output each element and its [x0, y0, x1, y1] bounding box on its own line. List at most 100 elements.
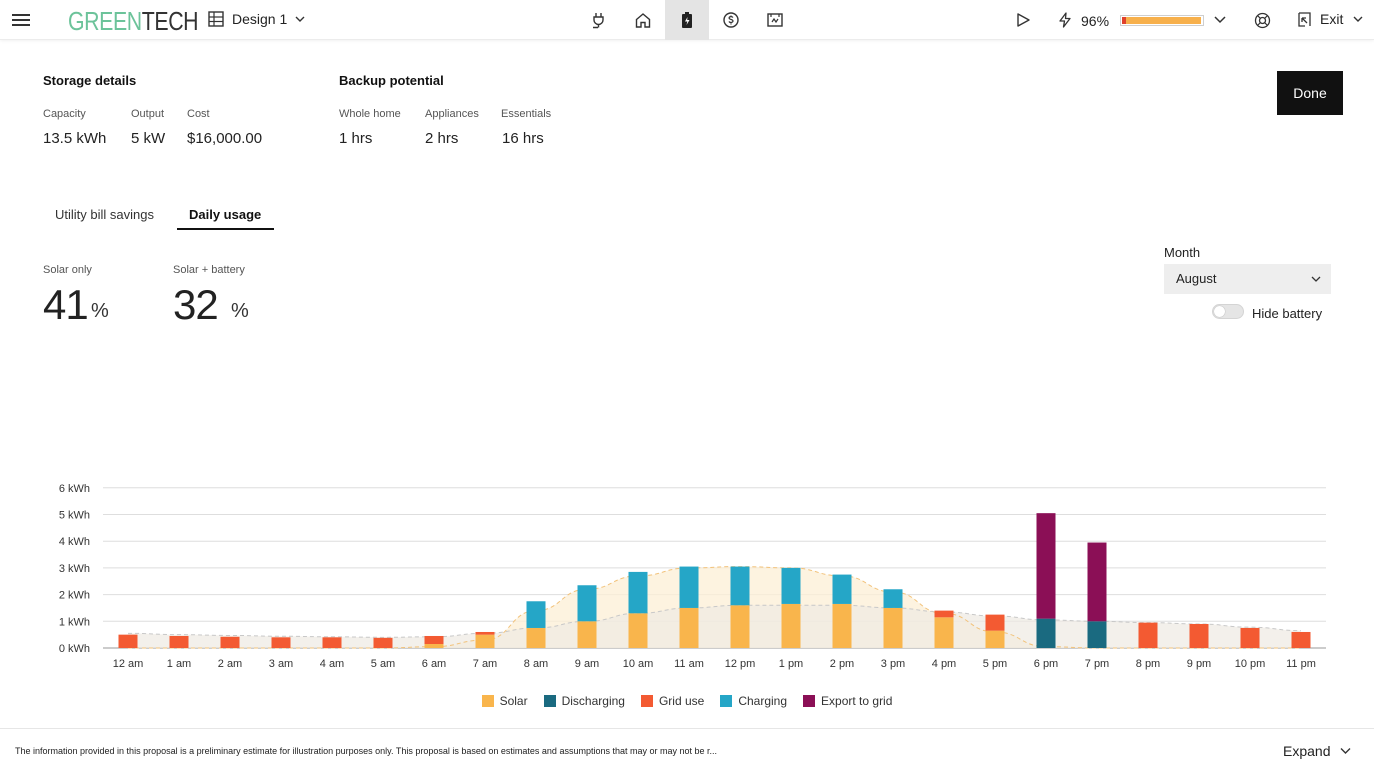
bar-charging	[832, 574, 852, 604]
present-icon[interactable]	[1015, 12, 1031, 28]
chevron-down-icon	[1353, 16, 1363, 22]
top-bar: GREENTECH Design 1 96% Exit	[0, 0, 1374, 40]
legend-grid-use: Grid use	[640, 694, 704, 708]
essentials-label: Essentials	[501, 108, 552, 120]
legend-swatch	[803, 695, 816, 707]
menu-icon[interactable]	[12, 12, 30, 28]
design-label: Design 1	[232, 11, 288, 27]
home-icon	[635, 13, 651, 28]
bar-solar	[424, 643, 444, 648]
appliances-value: 2 hrs	[425, 130, 459, 147]
nav-plug[interactable]	[577, 0, 621, 40]
x-tick-label: 8 am	[524, 658, 548, 670]
month-select[interactable]: August	[1164, 264, 1331, 294]
bar-grid-use	[271, 637, 291, 648]
nav-finance[interactable]	[709, 0, 753, 40]
battery-icon	[682, 12, 692, 28]
bar-solar	[985, 630, 1005, 648]
help-icon[interactable]	[1254, 12, 1271, 29]
bar-charging	[628, 571, 648, 614]
bar-export	[1087, 542, 1107, 622]
exit-icon	[1298, 11, 1311, 27]
nav-home[interactable]	[621, 0, 665, 40]
y-tick-label: 0 kWh	[59, 643, 90, 655]
nav-contract[interactable]	[753, 0, 797, 40]
legend-export: Export to grid	[803, 694, 892, 708]
design-selector[interactable]: Design 1	[208, 11, 305, 27]
done-button[interactable]: Done	[1277, 71, 1343, 115]
bar-solar	[934, 617, 954, 648]
x-tick-label: 5 am	[371, 658, 395, 670]
legend-swatch	[720, 695, 733, 707]
month-label: Month	[1164, 245, 1201, 260]
exit-button[interactable]: Exit	[1297, 11, 1363, 27]
home-usage-area	[128, 605, 1301, 648]
offset-progress-bar	[1120, 15, 1204, 26]
bar-solar	[781, 603, 801, 648]
bar-solar	[475, 634, 495, 648]
bar-charging	[883, 589, 903, 608]
bar-charging	[679, 566, 699, 608]
legend-swatch	[481, 695, 494, 707]
x-tick-label: 3 pm	[881, 658, 905, 670]
x-tick-label: 1 pm	[779, 658, 803, 670]
y-tick-label: 5 kWh	[59, 510, 90, 522]
solar-battery-unit: %	[231, 300, 249, 322]
x-tick-label: 9 am	[575, 658, 599, 670]
chevron-down-icon	[1340, 748, 1351, 754]
tab-daily-usage[interactable]: Daily usage	[189, 207, 262, 222]
bar-grid-use	[322, 637, 342, 648]
expand-button[interactable]: Expand	[1283, 743, 1351, 759]
active-tab-indicator	[177, 228, 274, 230]
legend-swatch	[640, 695, 653, 707]
x-tick-label: 7 am	[473, 658, 497, 670]
x-tick-label: 12 pm	[725, 658, 756, 670]
bar-grid-use	[934, 610, 954, 618]
x-tick-label: 12 am	[113, 658, 144, 670]
nav-battery[interactable]	[665, 0, 709, 40]
x-tick-label: 7 pm	[1085, 658, 1109, 670]
essentials-value: 16 hrs	[502, 130, 544, 147]
home-usage-line	[127, 604, 1302, 638]
appliances-label: Appliances	[425, 108, 479, 120]
expand-label: Expand	[1283, 743, 1331, 759]
bar-grid-use	[220, 636, 240, 648]
bar-solar	[883, 607, 903, 648]
solar-battery-label: Solar + battery	[173, 264, 245, 276]
capacity-label: Capacity	[43, 108, 86, 120]
bar-charging	[577, 585, 597, 622]
footer: The information provided in this proposa…	[0, 728, 1374, 772]
exit-label: Exit	[1320, 11, 1344, 27]
bar-solar	[832, 603, 852, 648]
x-tick-label: 2 am	[218, 658, 242, 670]
chart-legend: Solar Discharging Grid use Charging Expo…	[0, 694, 1374, 708]
bar-grid-use	[373, 637, 393, 648]
bar-grid-use	[985, 614, 1005, 631]
bar-solar	[628, 613, 648, 648]
output-label: Output	[131, 108, 165, 120]
bar-grid-use	[1291, 631, 1311, 648]
bar-charging	[526, 601, 546, 628]
hide-battery-toggle[interactable]	[1212, 304, 1244, 319]
whole-home-label: Whole home	[339, 108, 401, 120]
hide-battery-label: Hide battery	[1252, 306, 1323, 321]
bar-grid-use	[169, 635, 189, 648]
x-tick-label: 8 pm	[1136, 658, 1160, 670]
capacity-value: 13.5 kWh	[43, 130, 107, 147]
x-tick-label: 6 am	[422, 658, 446, 670]
x-tick-label: 5 pm	[983, 658, 1007, 670]
tab-utility-bill-savings[interactable]: Utility bill savings	[55, 207, 154, 222]
x-tick-label: 4 am	[320, 658, 344, 670]
bar-solar	[730, 605, 750, 648]
bar-grid-use	[1138, 622, 1158, 648]
bar-solar	[679, 607, 699, 648]
bar-discharging	[1087, 621, 1107, 648]
solar-only-unit: %	[91, 300, 109, 322]
solar-battery-value: 32	[173, 281, 219, 328]
x-tick-label: 1 am	[167, 658, 191, 670]
offset-percentage: 96%	[1081, 13, 1110, 29]
plug-icon	[593, 13, 604, 29]
x-tick-label: 10 pm	[1235, 658, 1266, 670]
offset-chevron-down-icon[interactable]	[1214, 15, 1226, 25]
y-tick-label: 3 kWh	[59, 563, 90, 575]
